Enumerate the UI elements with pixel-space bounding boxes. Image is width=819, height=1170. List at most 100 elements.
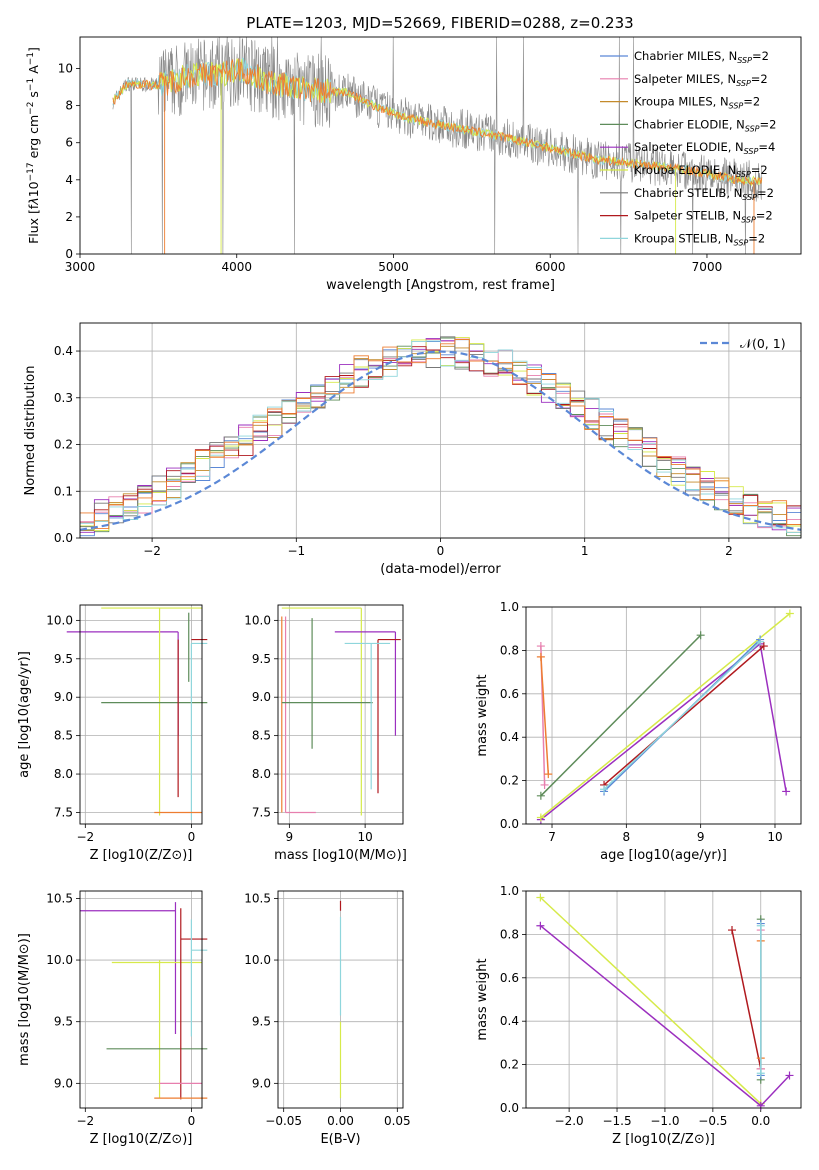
x-axis-label: mass [log10(M/M⊙)] (274, 848, 407, 863)
x-tick-label: 1 (581, 544, 589, 558)
weight-marker (756, 1069, 765, 1078)
x-tick-label: 0 (437, 544, 445, 558)
x-tick-label: 7000 (692, 260, 723, 274)
legend-label: Kroupa ELODIE, NSSP=2 (634, 163, 768, 179)
x-tick-label: 0 (188, 1114, 196, 1128)
y-tick-label: 8.0 (54, 767, 73, 781)
weight-series (728, 926, 765, 1073)
weight-series (600, 642, 768, 789)
y-tick-label: 0.4 (54, 344, 73, 358)
legend-label-sub: SSP (745, 124, 760, 133)
errorbar-point (344, 642, 391, 790)
chart-age-vs-mass: 9 10 7.5 8.0 8.5 9.0 9.5 10.0 mass [log10(M/M⊙)] (244, 604, 407, 863)
weight-marker (785, 1071, 794, 1080)
chart-mass-vs-Z: −2 0 9.0 9.5 10.0 10.5 Z [log10(Z/Z⊙)] mass [lo… (17, 890, 208, 1147)
axes-frame (525, 890, 802, 1109)
y-label-part: −2 (26, 102, 36, 115)
y-tick-label: 7.5 (252, 805, 271, 819)
x-tick-label: 7 (548, 830, 556, 844)
x-tick-label: 9 (286, 830, 294, 844)
errorbar-point (281, 607, 362, 816)
x-axis-label: Z [log10(Z/Z⊙)] (612, 1132, 715, 1147)
y-label-part: Flux [f (26, 204, 41, 244)
y-label-part: ] (26, 47, 41, 52)
x-tick-label: 0.00 (327, 1114, 354, 1128)
chart-residuals: −2 −1 0 1 2 0.0 0.1 0.2 0.3 0.4 (data-model)/error… (23, 322, 802, 577)
y-tick-label: 8 (65, 99, 73, 113)
weight-series (536, 893, 765, 1108)
x-tick-label: 0.05 (384, 1114, 411, 1128)
x-axis-label: age [log10(age/yr)] (600, 848, 727, 863)
weight-line (540, 634, 702, 797)
y-tick-label: 8.5 (54, 729, 73, 743)
chart-age-vs-Z: −2 0 7.5 8.0 8.5 9.0 9.5 10.0 Z [log10(Z/Z⊙)] age… (17, 604, 208, 863)
weight-marker (544, 770, 553, 779)
weight-marker (759, 642, 768, 651)
y-tick-label: 10.0 (46, 953, 73, 967)
legend-label-tail: =2 (751, 163, 768, 177)
legend-label-tail: =2 (752, 49, 769, 63)
axes-frame (525, 606, 802, 825)
y-axis-label: mass weight (475, 674, 490, 756)
weight-marker (756, 921, 765, 930)
errorbar-point (281, 618, 373, 749)
y-tick-label: 10.0 (244, 953, 271, 967)
x-tick-label: −2 (76, 830, 94, 844)
legend-label-main: Chabrier MILES, N (634, 49, 737, 63)
weight-series (756, 921, 765, 1078)
y-tick-label: 0.1 (54, 484, 73, 498)
y-tick-label: 0.2 (54, 438, 73, 452)
legend-label-main: Chabrier STELIB, N (634, 186, 742, 200)
errorbar-point (190, 642, 208, 821)
errorbar-point (284, 616, 316, 814)
x-tick-label: −0.5 (698, 1114, 727, 1128)
y-tick-label: 9.0 (252, 690, 271, 704)
y-tick-label: 0.6 (500, 971, 519, 985)
y-tick-label: 0.3 (54, 391, 73, 405)
y-label-part: −1 (26, 52, 36, 65)
errorbar-point (377, 638, 401, 794)
y-tick-label: 9.5 (252, 652, 271, 666)
y-tick-label: 9.5 (54, 652, 73, 666)
y-label-part: A (26, 65, 41, 78)
errorbar-point (180, 908, 208, 1100)
y-tick-label: 0.0 (500, 1101, 519, 1115)
legend-label-tail: =2 (748, 231, 765, 245)
y-label-part: s (26, 91, 41, 102)
y-tick-label: 7.5 (54, 805, 73, 819)
weight-marker (696, 631, 705, 640)
legend-label-tail: =2 (751, 72, 768, 86)
weight-line (731, 929, 762, 1070)
weight-marker (600, 785, 609, 794)
errorbar-point (101, 607, 202, 816)
y-label-part: erg cm (26, 115, 41, 163)
weight-series (536, 642, 549, 789)
legend-label: Chabrier ELODIE, NSSP=2 (634, 117, 776, 133)
errorbar-point (80, 902, 177, 1035)
weight-series (600, 637, 765, 794)
legend-label-main: Salpeter ELODIE, N (634, 140, 744, 154)
weight-line (540, 656, 550, 775)
weight-marker (536, 813, 545, 822)
weight-line (540, 642, 787, 821)
y-tick-label: 10 (58, 62, 73, 76)
legend-label: Kroupa STELIB, NSSP=2 (634, 231, 765, 247)
axes-frame (79, 890, 203, 1109)
legend-entry: Chabrier STELIB, NSSP=2 (600, 186, 774, 202)
errorbar-point (334, 631, 397, 736)
weight-line (539, 896, 762, 1105)
y-tick-label: 0.2 (500, 774, 519, 788)
legend-label-tail: =4 (758, 140, 775, 154)
x-tick-label: 6000 (535, 260, 566, 274)
x-axis-label: E(B-V) (320, 1132, 360, 1147)
y-tick-label: 0.0 (500, 817, 519, 831)
y-tick-label: 0.8 (500, 643, 519, 657)
y-tick-label: 9.5 (54, 1015, 73, 1029)
x-tick-label: 0.0 (751, 1114, 770, 1128)
y-tick-label: 9.0 (54, 690, 73, 704)
y-label-part: −1 (26, 78, 36, 91)
y-tick-label: 0.4 (500, 730, 519, 744)
y-tick-label: 0 (65, 247, 73, 261)
